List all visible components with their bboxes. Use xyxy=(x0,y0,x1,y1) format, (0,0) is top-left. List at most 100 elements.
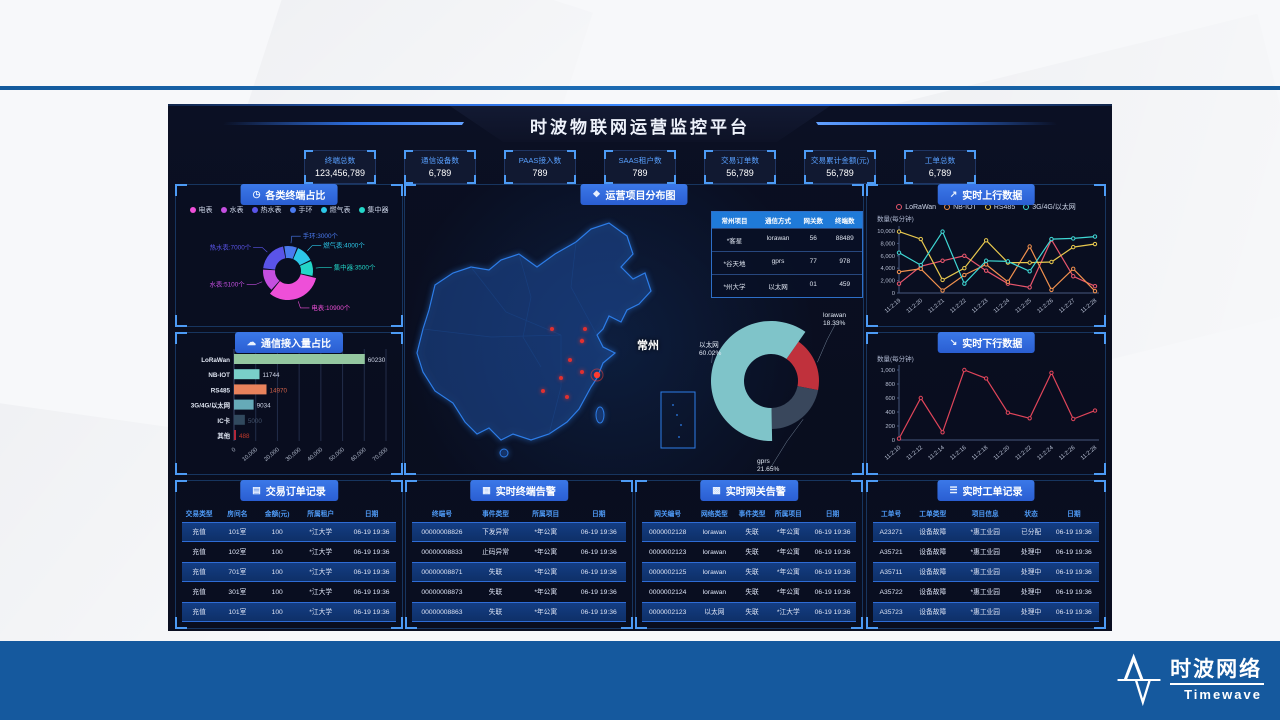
table-row: 0000002123 lorawan 失联 *年公寓 06-19 19:36 xyxy=(642,542,856,562)
legend-label: 3G/4G/以太网 xyxy=(1032,204,1076,211)
panel-work-orders: ☰ 实时工单记录 工单号 工单类型 项目信息 状态 日期 A23271 设备故障 *惠工业园 已分… xyxy=(866,480,1106,629)
table-cell: 77 xyxy=(809,258,817,265)
panel-header: ↗ 实时上行数据 xyxy=(937,184,1035,205)
table-header-row: 终端号 事件类型 所属项目 日期 xyxy=(412,506,626,522)
table-cell: *惠工业园 xyxy=(970,549,1000,556)
table-cell: 100 xyxy=(271,588,283,596)
up-chart-icon: ↗ xyxy=(949,189,958,199)
stat-value: 789 xyxy=(532,168,548,178)
stat-box: 交易订单数 56,789 xyxy=(704,150,776,184)
table-cell: 06-19 19:36 xyxy=(814,608,851,616)
table-cell: 06-19 19:36 xyxy=(581,588,618,596)
wave-icon xyxy=(1117,653,1161,707)
svg-text:11:2:18: 11:2:18 xyxy=(971,445,989,462)
table-cell: 06-19 19:36 xyxy=(814,528,851,536)
svg-text:0: 0 xyxy=(231,447,237,454)
dashboard: 时波物联网运营监控平台 终端总数 123,456,789 通信设备数 6,789 PAA… xyxy=(168,104,1112,631)
table-cell: 失联 xyxy=(745,569,759,576)
column-header: 通信方式 xyxy=(765,218,791,225)
down-chart-icon: ↘ xyxy=(949,337,958,347)
panel-down-data: ↘ 实时下行数据 数量(每分钟) 0 200 400 600 800 1,000 11:2:1… xyxy=(866,332,1106,475)
table-cell: *江大学 xyxy=(309,569,333,576)
legend-marker xyxy=(251,207,258,213)
table-cell: *惠工业园 xyxy=(970,589,1000,596)
table-cell: *年公寓 xyxy=(777,589,800,596)
legend-label: 集中器 xyxy=(367,207,389,214)
svg-text:20,000: 20,000 xyxy=(263,447,280,463)
table-cell: *惠工业园 xyxy=(970,609,1000,616)
legend-item[interactable]: 燃气表 xyxy=(320,205,351,215)
legend-marker xyxy=(358,207,365,213)
table-row: *谷天地 gprs 77 978 xyxy=(712,251,862,274)
table-cell: 00000008826 xyxy=(421,528,463,536)
legend-label: NB-IOT xyxy=(953,203,977,211)
work-orders-table: 工单号 工单类型 项目信息 状态 日期 A23271 设备故障 *惠工业园 已分配 06-19 1… xyxy=(873,506,1099,622)
table-cell: 06-19 19:36 xyxy=(1056,528,1093,536)
table-cell: 06-19 19:36 xyxy=(353,548,390,556)
svg-text:400: 400 xyxy=(885,410,895,416)
column-header: 日期 xyxy=(364,511,379,518)
table-cell: 处理中 xyxy=(1021,549,1042,556)
table-cell: lorawan xyxy=(702,528,727,536)
top-divider xyxy=(0,86,1280,90)
legend-marker xyxy=(896,204,903,210)
legend-label: LoRaWan xyxy=(905,203,937,211)
legend-item[interactable]: 电表 xyxy=(189,205,213,215)
table-row: 充值 101室 100 *江大学 06-19 19:36 xyxy=(182,522,396,542)
panel-orders: ▤ 交易订单记录 交易类型 房间名 金额(元) 所属租户 日期 充值 101室 100 *江大学 0… xyxy=(175,480,403,629)
dashboard-header: 时波物联网运营监控平台 xyxy=(168,106,1112,146)
svg-text:10,000: 10,000 xyxy=(877,229,895,235)
legend-item[interactable]: 集中器 xyxy=(358,205,389,215)
stat-value: 6,789 xyxy=(928,168,952,178)
legend-marker xyxy=(189,207,196,213)
table-cell: 01 xyxy=(809,281,817,288)
stats-row: 终端总数 123,456,789 通信设备数 6,789 PAAS接入数 789 SAAS租… xyxy=(168,150,1112,184)
table-cell: *江大学 xyxy=(309,609,333,616)
legend-item[interactable]: LoRaWan xyxy=(896,202,936,212)
svg-text:11:2:20: 11:2:20 xyxy=(906,298,924,315)
table-cell: 失联 xyxy=(745,589,759,596)
svg-text:60,000: 60,000 xyxy=(350,447,367,463)
table-cell: 100 xyxy=(271,608,283,616)
column-header: 所属项目 xyxy=(532,511,560,518)
table-cell: *年公寓 xyxy=(777,529,800,536)
column-header: 工单类型 xyxy=(919,511,947,518)
panel-title: 各类终端占比 xyxy=(265,191,326,202)
legend-marker xyxy=(320,207,327,213)
table-cell: 失联 xyxy=(488,609,503,616)
table-row: A35721 设备故障 *惠工业园 处理中 06-19 19:36 xyxy=(873,542,1099,562)
stat-box: SAAS租户数 789 xyxy=(604,150,676,184)
table-cell: 失联 xyxy=(488,589,503,596)
stat-value: 123,456,789 xyxy=(314,168,366,178)
table-header-row: 网关编号 网络类型 事件类型 所属项目 日期 xyxy=(642,506,856,522)
svg-text:RS485: RS485 xyxy=(211,387,231,394)
table-cell: *年公寓 xyxy=(534,589,558,596)
svg-text:11:2:28: 11:2:28 xyxy=(1080,445,1098,462)
legend-label: 燃气表 xyxy=(329,207,351,214)
table-cell: 06-19 19:36 xyxy=(353,528,390,536)
legend-item[interactable]: 水表 xyxy=(220,205,244,215)
table-cell: 06-19 19:36 xyxy=(353,608,390,616)
table-cell: 06-19 19:36 xyxy=(814,588,851,596)
table-cell: *江大学 xyxy=(309,529,333,536)
table-header-row: 工单号 工单类型 项目信息 状态 日期 xyxy=(873,506,1099,522)
legend-item[interactable]: 热水表 xyxy=(251,205,282,215)
table-cell: 301室 xyxy=(228,589,247,596)
terminal-alarms-table: 终端号 事件类型 所属项目 日期 00000008826 下发异常 *年公寓 06-19 19… xyxy=(412,506,626,622)
svg-text:14970: 14970 xyxy=(270,387,288,394)
stat-box: 工单总数 6,789 xyxy=(904,150,976,184)
table-row: A35711 设备故障 *惠工业园 处理中 06-19 19:36 xyxy=(873,562,1099,582)
table-cell: A35722 xyxy=(879,588,903,596)
table-cell: 0000002125 xyxy=(648,568,687,576)
svg-text:11:2:26: 11:2:26 xyxy=(1058,445,1076,462)
svg-text:其他: 其他 xyxy=(217,431,230,440)
svg-text:IC卡: IC卡 xyxy=(217,416,230,425)
svg-text:11:2:19: 11:2:19 xyxy=(884,298,902,315)
legend-label: 手环 xyxy=(298,207,313,214)
table-cell: 701室 xyxy=(228,569,247,576)
legend-item[interactable]: 手环 xyxy=(289,205,313,215)
table-cell: *年公寓 xyxy=(777,549,800,556)
svg-text:11:2:21: 11:2:21 xyxy=(927,298,945,315)
